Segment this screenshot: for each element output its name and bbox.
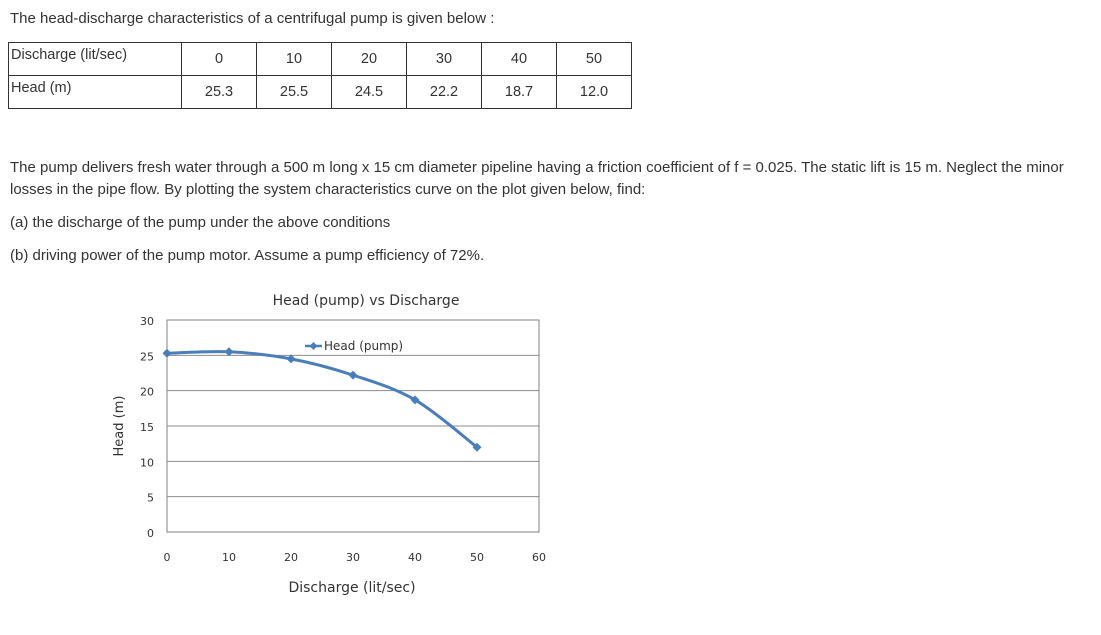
chart-title: Head (pump) vs Discharge (273, 293, 460, 309)
x-tick-label: 30 (346, 551, 360, 564)
table-cell: 50 (556, 42, 632, 76)
data-point (286, 354, 296, 364)
table-row-head: Head (m) 25.3 25.5 24.5 22.2 18.7 12.0 (8, 75, 632, 109)
table-cell: 10 (256, 42, 332, 76)
data-point (162, 348, 172, 358)
table-cell: 40 (481, 42, 557, 76)
x-tick-label: 50 (470, 551, 484, 564)
x-tick-label: 20 (284, 551, 298, 564)
grid-lines (167, 354, 539, 498)
x-tick-label: 10 (222, 551, 236, 564)
legend: Head (pump) (305, 339, 403, 353)
data-point (224, 347, 234, 357)
series-head-pump (162, 347, 482, 452)
y-axis-label: Head (m) (112, 396, 127, 457)
x-tick-label: 60 (532, 551, 546, 564)
data-point (348, 370, 358, 380)
x-tick-labels: 0 10 20 30 40 50 60 (164, 551, 547, 564)
table-cell: 24.5 (331, 75, 407, 109)
question-b: (b) driving power of the pump motor. Ass… (10, 247, 485, 264)
table-row-discharge: Discharge (lit/sec) 0 10 20 30 40 50 (8, 42, 632, 76)
table-cell: 22.2 (406, 75, 482, 109)
legend-label: Head (pump) (324, 339, 403, 353)
x-tick-label: 0 (164, 551, 171, 564)
table-cell: 12.0 (556, 75, 632, 109)
table-cell: 25.3 (181, 75, 257, 109)
y-tick-label: 15 (140, 421, 154, 434)
y-tick-label: 0 (147, 527, 154, 540)
legend-marker (309, 342, 318, 350)
data-point (410, 395, 420, 405)
y-tick-label: 20 (140, 386, 154, 399)
row-label: Head (m) (8, 75, 182, 109)
data-point (472, 442, 482, 452)
y-tick-label: 10 (140, 456, 154, 469)
question-a: (a) the discharge of the pump under the … (10, 214, 391, 231)
table-cell: 25.5 (256, 75, 332, 109)
y-tick-label: 5 (147, 492, 154, 505)
x-axis-label: Discharge (lit/sec) (288, 580, 415, 596)
y-tick-labels: 0 5 10 15 20 25 30 (140, 315, 154, 540)
head-discharge-table: Discharge (lit/sec) 0 10 20 30 40 50 Hea… (8, 42, 632, 109)
row-label: Discharge (lit/sec) (8, 42, 182, 76)
intro-text: The head-discharge characteristics of a … (10, 10, 495, 27)
table-cell: 18.7 (481, 75, 557, 109)
y-tick-label: 30 (140, 315, 154, 328)
table-cell: 30 (406, 42, 482, 76)
problem-statement: The pump delivers fresh water through a … (10, 159, 1064, 198)
x-tick-label: 40 (408, 551, 422, 564)
table-cell: 20 (331, 42, 407, 76)
y-tick-label: 25 (140, 350, 154, 363)
